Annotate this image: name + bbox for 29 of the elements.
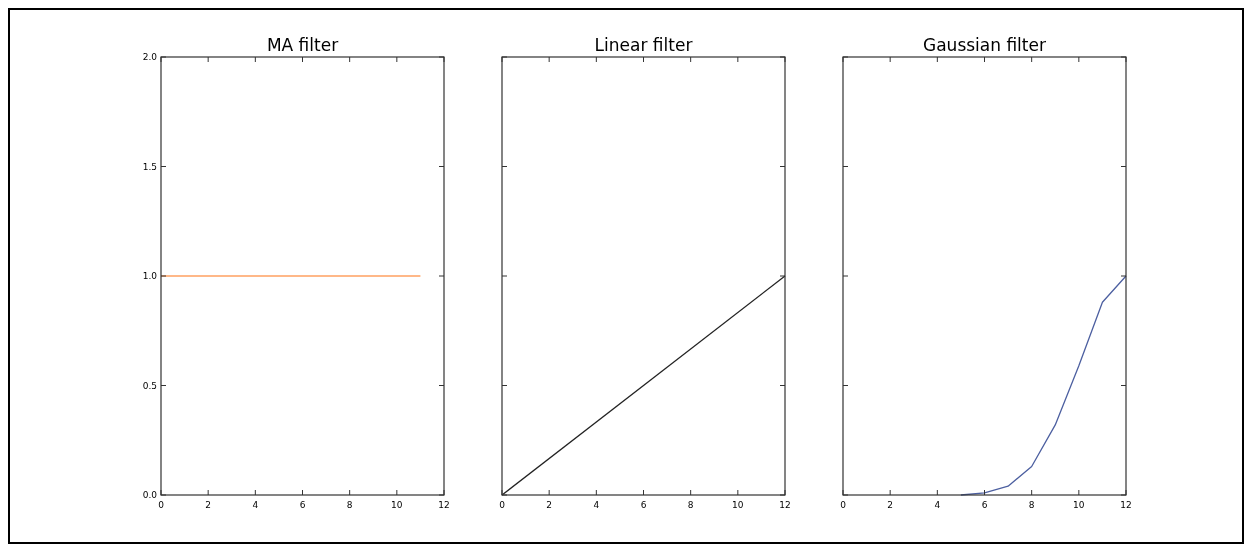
x-tick-label: 8 [346, 500, 353, 510]
x-tick-label: 8 [1028, 500, 1035, 510]
x-tick-label: 10 [391, 500, 403, 510]
x-tick-label: 12 [1120, 500, 1132, 510]
x-tick-label: 6 [981, 500, 988, 510]
x-tick-label: 12 [438, 500, 450, 510]
x-tick-label: 0 [499, 500, 506, 510]
x-tick-label: 2 [205, 500, 212, 510]
chart-title: Gaussian filter [923, 35, 1046, 55]
x-tick-label: 6 [640, 500, 647, 510]
x-tick-label: 4 [934, 500, 941, 510]
x-tick-label: 2 [546, 500, 553, 510]
x-tick-label: 6 [299, 500, 306, 510]
x-tick-label: 2 [887, 500, 894, 510]
y-tick-label: 1.0 [142, 271, 158, 282]
chart-title: Linear filter [594, 35, 693, 55]
x-tick-label: 4 [593, 500, 600, 510]
y-tick-label: 0.0 [142, 490, 158, 501]
x-tick-label: 12 [779, 500, 791, 510]
y-tick-label: 2.0 [142, 52, 158, 63]
x-tick-label: 10 [1073, 500, 1085, 510]
chart-title: MA filter [266, 35, 339, 55]
x-tick-label: 0 [158, 500, 165, 510]
y-tick-label: 1.5 [142, 161, 157, 172]
x-tick-label: 0 [840, 500, 847, 510]
x-tick-label: 10 [732, 500, 744, 510]
x-tick-label: 4 [252, 500, 259, 510]
y-tick-label: 0.5 [142, 380, 157, 391]
x-tick-label: 8 [687, 500, 694, 510]
